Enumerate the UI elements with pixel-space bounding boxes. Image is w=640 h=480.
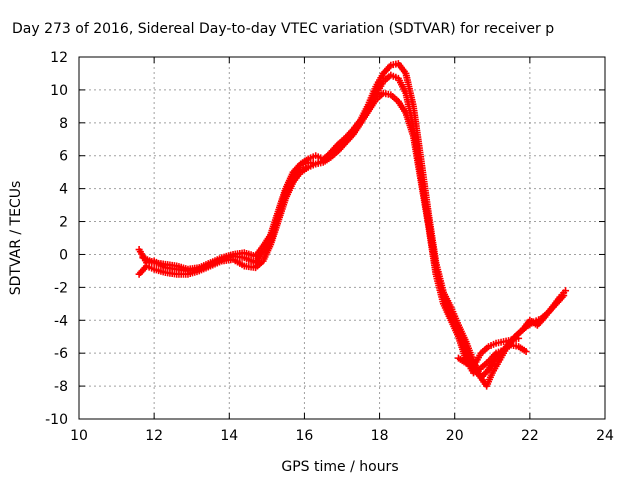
y-tick-label: 4: [59, 182, 68, 198]
x-tick-label: 20: [446, 428, 464, 444]
y-tick-label: -8: [54, 379, 68, 395]
y-tick-label: 10: [50, 83, 68, 99]
grid: [79, 57, 605, 419]
y-tick-label: 8: [59, 116, 68, 132]
y-tick-label: 12: [50, 50, 68, 66]
plot-frame: [78, 56, 606, 420]
y-tick-label: -6: [54, 346, 68, 362]
x-tick-label: 12: [145, 428, 163, 444]
data-layer: [135, 60, 570, 390]
x-tick-label: 14: [220, 428, 238, 444]
x-tick-label: 18: [371, 428, 389, 444]
y-tick-label: -2: [54, 280, 68, 296]
y-tick-label: 0: [59, 247, 68, 263]
y-axis-label: SDTVAR / TECUs: [8, 181, 24, 296]
y-axis: -10 -8 -6 -4 -2 0 2 4 6 8 10 12: [45, 50, 605, 428]
x-axis: 10 12 14 16 18 20 22 24: [70, 57, 614, 444]
data-point-marker: [562, 287, 570, 295]
y-tick-label: -4: [54, 313, 68, 329]
series-track-3: [139, 89, 530, 377]
x-tick-label: 24: [596, 428, 614, 444]
chart-title: Day 273 of 2016, Sidereal Day-to-day VTE…: [12, 21, 554, 37]
x-tick-label: 22: [521, 428, 539, 444]
y-tick-label: -10: [45, 412, 68, 428]
x-tick-label: 16: [296, 428, 314, 444]
y-tick-label: 6: [59, 149, 68, 165]
series-track-4: [454, 334, 523, 370]
y-tick-label: 2: [59, 215, 68, 231]
x-axis-label: GPS time / hours: [281, 459, 398, 475]
x-tick-label: 10: [70, 428, 88, 444]
series-track-2: [135, 71, 568, 382]
data-point-marker: [515, 334, 523, 342]
data-point-marker: [560, 292, 568, 300]
data-point-marker: [522, 348, 530, 356]
